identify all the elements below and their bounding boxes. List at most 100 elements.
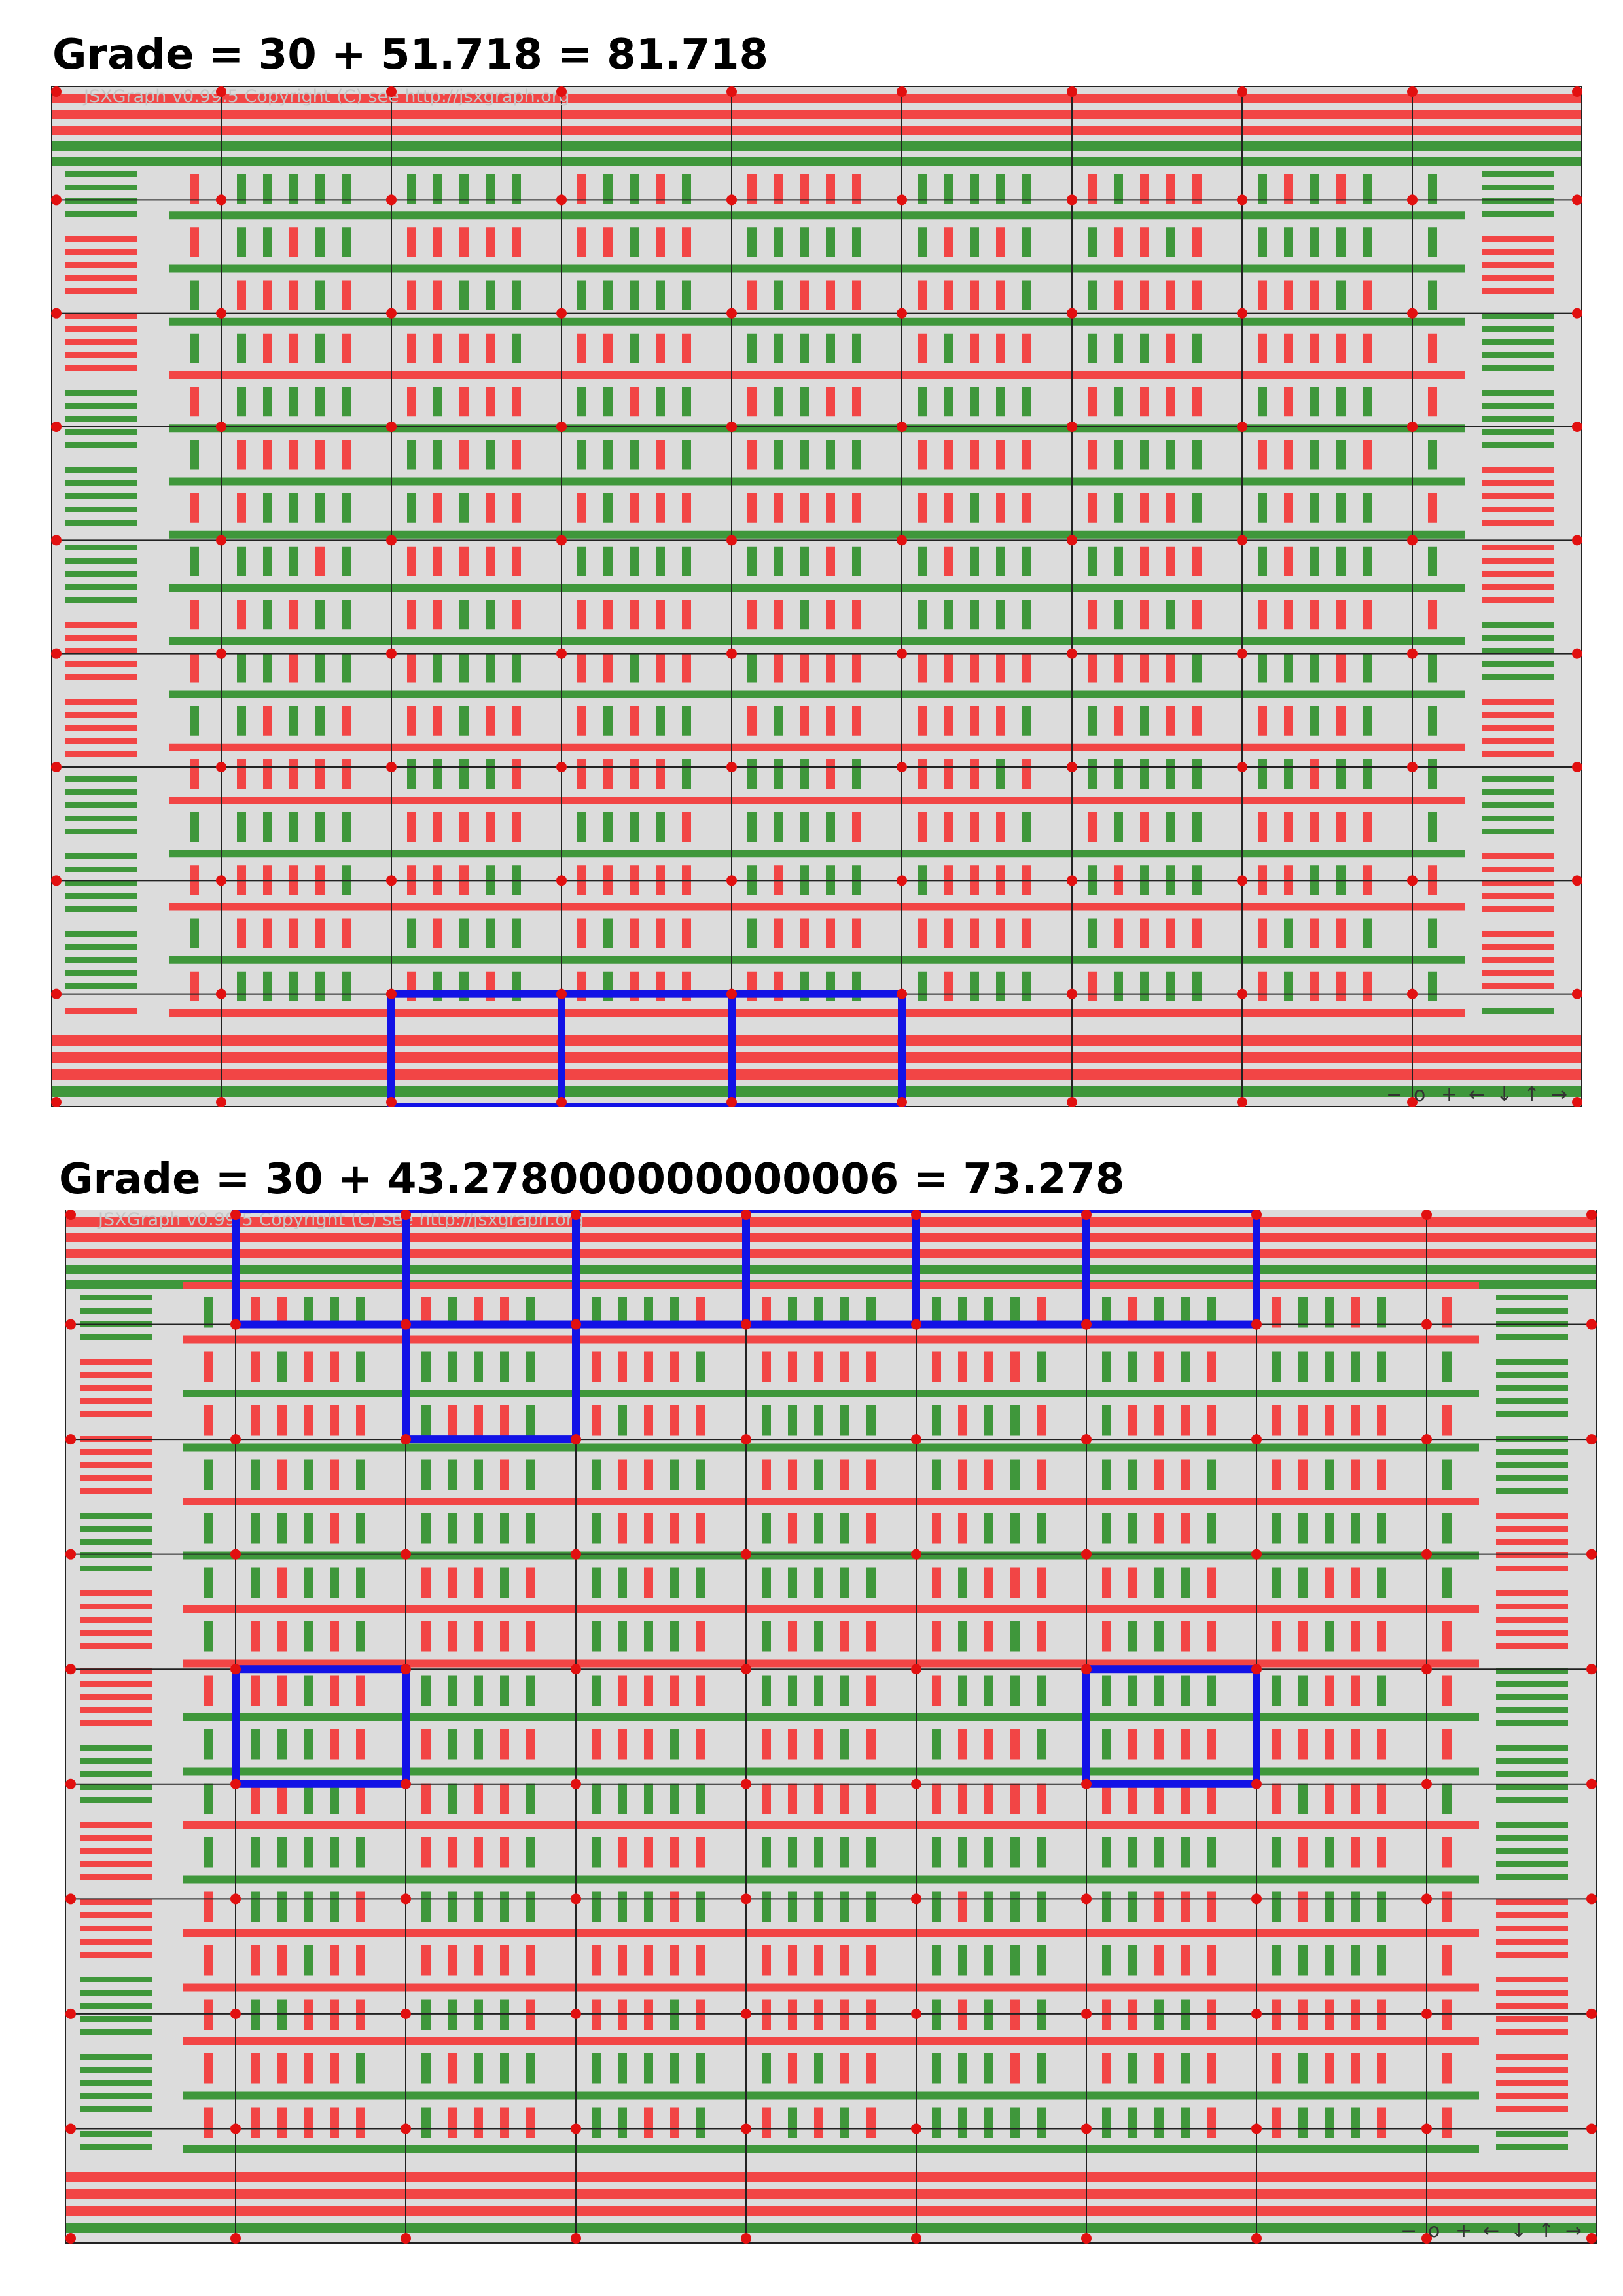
grid-point[interactable]: [1407, 875, 1418, 886]
grid-point[interactable]: [51, 875, 62, 886]
grid-point[interactable]: [1081, 2008, 1092, 2019]
grid-point[interactable]: [1237, 648, 1247, 659]
grid-point[interactable]: [897, 194, 907, 206]
grid-point[interactable]: [216, 988, 226, 999]
grid-point[interactable]: [741, 1664, 751, 1675]
grid-point[interactable]: [741, 1319, 751, 1330]
grid-point[interactable]: [1251, 2233, 1262, 2244]
grid-point[interactable]: [1586, 1778, 1597, 1789]
grid-point[interactable]: [897, 875, 907, 886]
grid-point[interactable]: [216, 86, 226, 97]
grid-point[interactable]: [216, 535, 226, 546]
grid-point[interactable]: [401, 1319, 411, 1330]
grid-point[interactable]: [1081, 2123, 1092, 2134]
grid-point[interactable]: [1237, 875, 1247, 886]
grid-point[interactable]: [1572, 535, 1582, 546]
grid-point[interactable]: [1421, 2008, 1432, 2019]
grid-point[interactable]: [386, 988, 397, 999]
grid-point[interactable]: [1067, 648, 1077, 659]
grid-point[interactable]: [741, 1778, 751, 1789]
grid-point[interactable]: [1237, 308, 1247, 319]
grid-point[interactable]: [1407, 988, 1418, 999]
grid-point[interactable]: [216, 648, 226, 659]
grid-point[interactable]: [230, 1778, 241, 1789]
grid-point[interactable]: [571, 2233, 581, 2244]
grid-point[interactable]: [726, 535, 737, 546]
grid-point[interactable]: [1067, 1097, 1077, 1107]
grid-point[interactable]: [230, 1210, 241, 1220]
grid-point[interactable]: [897, 988, 907, 999]
grid-point[interactable]: [1407, 194, 1418, 206]
grid-point[interactable]: [741, 1210, 751, 1220]
jsxgraph-board[interactable]: JSXGraph v0.99.5 Copyright (C) see http:…: [51, 86, 1582, 1107]
grid-point[interactable]: [1572, 194, 1582, 206]
grid-point[interactable]: [51, 422, 62, 432]
grid-point[interactable]: [401, 1893, 411, 1905]
grid-point[interactable]: [1586, 2123, 1597, 2134]
grid-point[interactable]: [741, 2233, 751, 2244]
grid-point[interactable]: [65, 1664, 76, 1675]
grid-point[interactable]: [401, 1210, 411, 1220]
grid-point[interactable]: [1251, 1434, 1262, 1445]
grid-point[interactable]: [1421, 2123, 1432, 2134]
grid-point[interactable]: [726, 762, 737, 772]
grid-point[interactable]: [1407, 535, 1418, 546]
grid-point[interactable]: [401, 2123, 411, 2134]
grid-point[interactable]: [1572, 1097, 1582, 1107]
grid-point[interactable]: [1572, 308, 1582, 319]
grid-point[interactable]: [51, 762, 62, 772]
grid-point[interactable]: [911, 1893, 921, 1905]
grid-point[interactable]: [1251, 1778, 1262, 1789]
grid-point[interactable]: [897, 762, 907, 772]
grid-point[interactable]: [556, 648, 567, 659]
nav-button[interactable]: ↑: [1524, 1083, 1540, 1106]
grid-point[interactable]: [1237, 988, 1247, 999]
grid-point[interactable]: [1407, 648, 1418, 659]
grid-point[interactable]: [401, 2008, 411, 2019]
grid-point[interactable]: [897, 86, 907, 97]
grid-point[interactable]: [1407, 762, 1418, 772]
grid-point[interactable]: [1586, 1893, 1597, 1905]
grid-point[interactable]: [51, 1097, 62, 1107]
nav-button[interactable]: ←: [1469, 1083, 1485, 1106]
grid-point[interactable]: [726, 988, 737, 999]
grid-point[interactable]: [1421, 1434, 1432, 1445]
grid-point[interactable]: [571, 1434, 581, 1445]
grid-point[interactable]: [1421, 1549, 1432, 1560]
grid-point[interactable]: [51, 648, 62, 659]
grid-point[interactable]: [911, 1549, 921, 1560]
grid-point[interactable]: [1237, 86, 1247, 97]
grid-point[interactable]: [1421, 1664, 1432, 1675]
grid-point[interactable]: [65, 1893, 76, 1905]
grid-point[interactable]: [1586, 1210, 1597, 1220]
selected-cell[interactable]: [402, 1320, 580, 1444]
grid-point[interactable]: [1067, 86, 1077, 97]
grid-point[interactable]: [741, 1549, 751, 1560]
grid-point[interactable]: [556, 1097, 567, 1107]
nav-button[interactable]: −: [1400, 2219, 1417, 2242]
grid-point[interactable]: [386, 422, 397, 432]
grid-point[interactable]: [1572, 86, 1582, 97]
grid-point[interactable]: [897, 648, 907, 659]
grid-point[interactable]: [1081, 1210, 1092, 1220]
selected-cell[interactable]: [232, 1665, 410, 1788]
grid-point[interactable]: [401, 2233, 411, 2244]
grid-point[interactable]: [1067, 875, 1077, 886]
jsxgraph-board[interactable]: JSXGraph v0.99.5 Copyright (C) see http:…: [65, 1210, 1597, 2244]
grid-point[interactable]: [230, 2008, 241, 2019]
grid-point[interactable]: [230, 1434, 241, 1445]
grid-point[interactable]: [1251, 2008, 1262, 2019]
grid-point[interactable]: [1421, 1893, 1432, 1905]
grid-point[interactable]: [1067, 988, 1077, 999]
board-canvas[interactable]: JSXGraph v0.99.5 Copyright (C) see http:…: [51, 86, 1582, 1107]
grid-point[interactable]: [1251, 1549, 1262, 1560]
grid-point[interactable]: [1572, 422, 1582, 432]
grid-point[interactable]: [556, 535, 567, 546]
grid-point[interactable]: [556, 194, 567, 206]
grid-point[interactable]: [1586, 2008, 1597, 2019]
grid-point[interactable]: [1586, 1319, 1597, 1330]
grid-point[interactable]: [726, 875, 737, 886]
grid-point[interactable]: [1081, 1319, 1092, 1330]
grid-point[interactable]: [1572, 648, 1582, 659]
grid-point[interactable]: [216, 194, 226, 206]
